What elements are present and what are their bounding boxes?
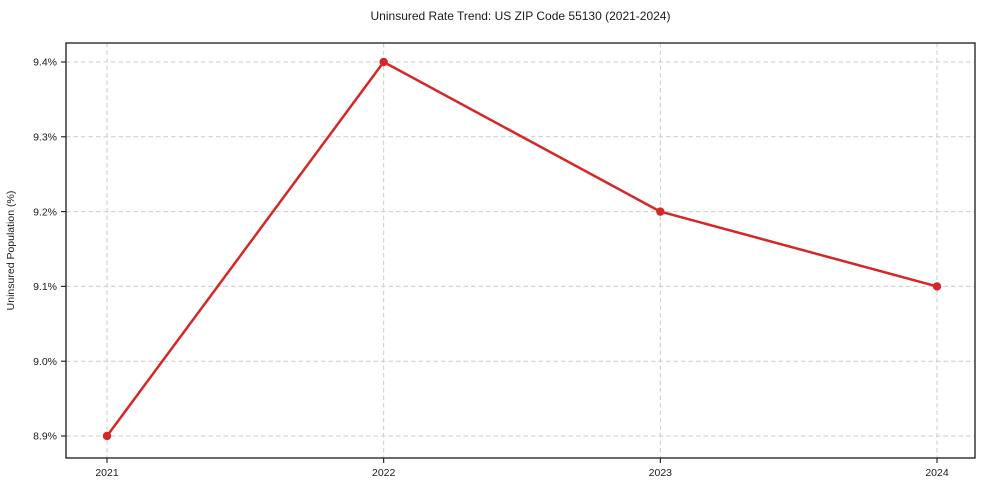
- data-point: [102, 431, 112, 441]
- data-point: [932, 282, 942, 291]
- y-tick-label: 9.0%: [33, 356, 57, 368]
- plot-border: [65, 42, 976, 459]
- y-tick-label: 9.4%: [33, 57, 57, 69]
- x-tick-label: 2022: [372, 467, 396, 479]
- trend-line: [105, 60, 939, 438]
- data-series: [102, 57, 942, 441]
- y-tick-label: 9.2%: [33, 206, 57, 218]
- axes: 8.9% 9.0% 9.1% 9.2% 9.3% 9.4% 2021 2022 2023 2024: [33, 57, 949, 479]
- y-axis-label: Uninsured Population (%): [5, 191, 17, 311]
- x-tick-label: 2021: [95, 467, 119, 479]
- y-tick-label: 9.1%: [33, 281, 57, 293]
- data-point: [379, 57, 388, 67]
- y-tick-label: 9.3%: [33, 132, 57, 144]
- x-tick-label: 2024: [925, 467, 949, 479]
- data-point: [656, 207, 665, 216]
- x-tick-label: 2023: [649, 467, 673, 479]
- y-tick-label: 8.9%: [33, 431, 57, 443]
- chart-title: Uninsured Rate Trend: US ZIP Code 55130 …: [371, 9, 671, 23]
